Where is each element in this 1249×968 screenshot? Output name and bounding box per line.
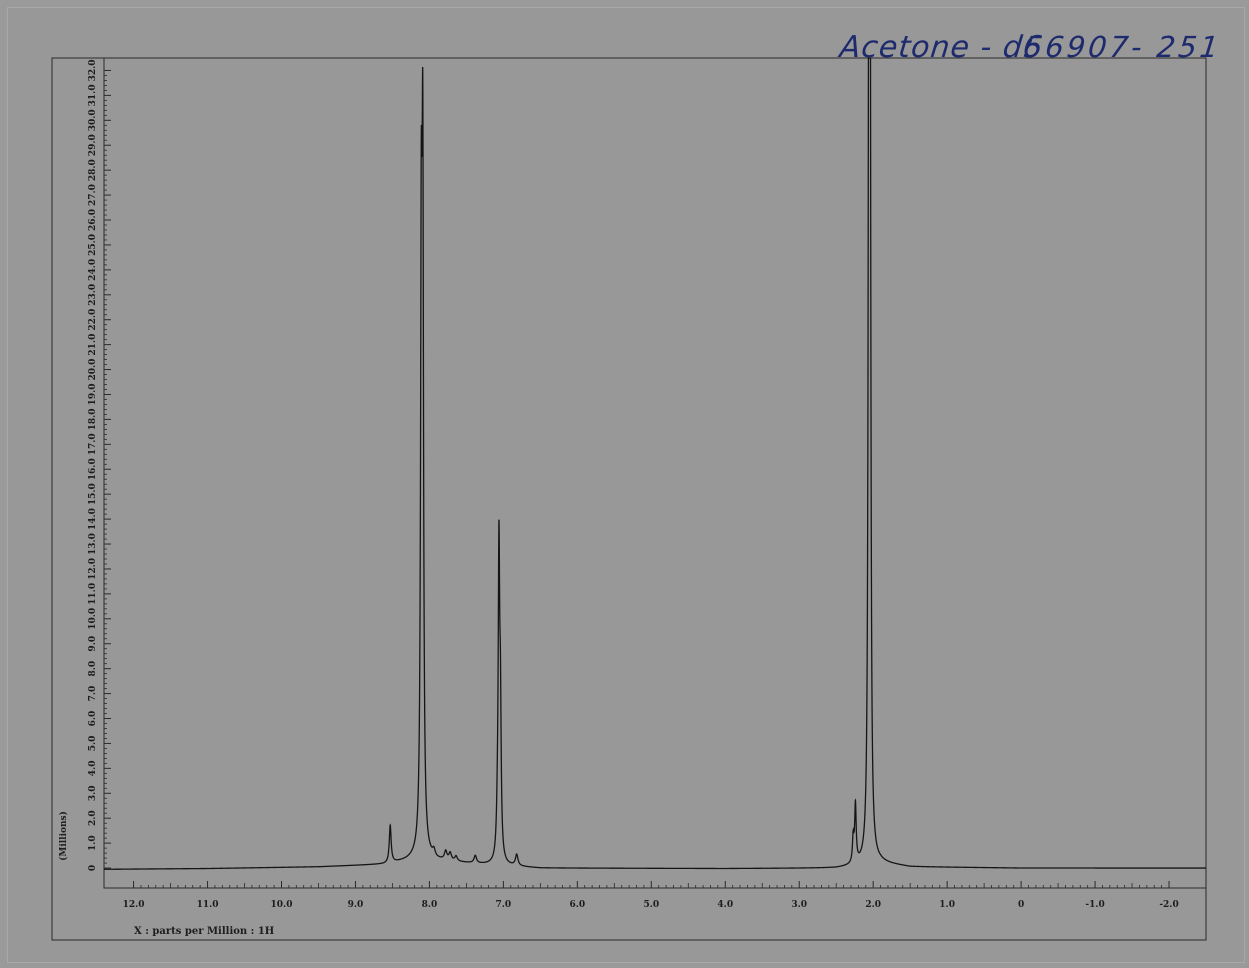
y-tick-label: 28.0 [88, 159, 98, 181]
y-axis-label: (Millions) [58, 811, 69, 861]
x-tick-label: 0 [1018, 900, 1024, 910]
x-tick-label: 7.0 [496, 900, 512, 910]
outer-frame [51, 57, 1207, 941]
y-tick-label: 0 [88, 865, 98, 871]
y-tick-label: 19.0 [88, 384, 98, 406]
x-tick-label: 2.0 [865, 900, 881, 910]
y-tick-label: 1.0 [88, 835, 98, 851]
x-tick-label: 12.0 [123, 900, 145, 910]
x-tick-label: -1.0 [1085, 900, 1104, 910]
y-tick-label: 13.0 [88, 533, 98, 555]
y-tick-label: 30.0 [88, 109, 98, 131]
y-tick-label: 4.0 [88, 761, 98, 777]
x-tick-label: 3.0 [791, 900, 807, 910]
y-tick-label: 14.0 [88, 508, 98, 530]
y-tick-label: 29.0 [88, 134, 98, 156]
x-tick-label: -2.0 [1159, 900, 1178, 910]
y-tick-label: 22.0 [88, 309, 98, 331]
y-tick-label: 17.0 [88, 433, 98, 455]
x-tick-label: 11.0 [197, 900, 219, 910]
y-tick-label: 18.0 [88, 408, 98, 430]
x-tick-label: 5.0 [643, 900, 659, 910]
x-tick-label: 1.0 [939, 900, 955, 910]
y-tick-label: 25.0 [88, 234, 98, 256]
x-tick-label: 4.0 [717, 900, 733, 910]
y-tick-label: 5.0 [88, 736, 98, 752]
x-axis-label: X : parts per Million : 1H [134, 926, 274, 937]
y-tick-label: 10.0 [88, 608, 98, 630]
y-tick-label: 23.0 [88, 284, 98, 306]
y-tick-label: 15.0 [88, 483, 98, 505]
x-tick-label: 10.0 [271, 900, 293, 910]
x-axis-ticks: 12.0 11.0 10.0 9.0 8.0 7.0 6.0 5.0 4.0 3.0 2.0 1.0 0… [123, 881, 1179, 910]
y-tick-label: 3.0 [88, 785, 98, 801]
y-tick-label: 12.0 [88, 558, 98, 580]
plot-area [103, 57, 1207, 889]
spectrum-paper: Acetone - d6 56907- 251 [8, 8, 1244, 962]
y-tick-label: 21.0 [88, 334, 98, 356]
y-tick-label: 7.0 [88, 686, 98, 702]
y-tick-label: 11.0 [88, 583, 98, 605]
x-tick-label: 9.0 [348, 900, 364, 910]
y-axis-ticks: 0 1.0 2.0 3.0 4.0 5.0 6.0 7.0 8.0 9.0 10.0 11.0 12.0… [88, 60, 111, 871]
y-tick-label: 6.0 [88, 711, 98, 727]
y-tick-label: 26.0 [88, 209, 98, 231]
y-tick-label: 9.0 [88, 636, 98, 652]
spectrum-trace [104, 57, 1206, 870]
y-tick-label: 27.0 [88, 184, 98, 206]
x-tick-label: 6.0 [570, 900, 586, 910]
plot-frame [103, 57, 1207, 889]
y-tick-label: 8.0 [88, 661, 98, 677]
y-tick-label: 20.0 [88, 359, 98, 381]
y-tick-label: 16.0 [88, 458, 98, 480]
y-tick-label: 31.0 [88, 84, 98, 106]
x-tick-label: 8.0 [422, 900, 438, 910]
y-tick-label: 2.0 [88, 810, 98, 826]
y-tick-label: 32.0 [88, 60, 98, 82]
y-tick-label: 24.0 [88, 259, 98, 281]
